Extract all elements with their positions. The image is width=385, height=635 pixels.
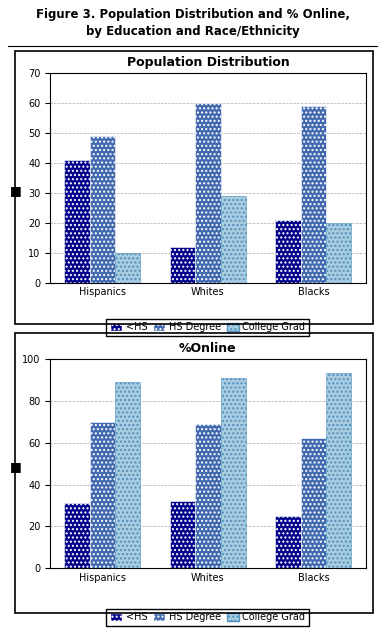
Bar bbox=[115, 382, 141, 568]
Text: ■: ■ bbox=[10, 184, 22, 197]
Bar bbox=[301, 106, 326, 283]
Text: ■: ■ bbox=[10, 460, 22, 473]
Bar bbox=[64, 504, 90, 568]
Legend: <HS, HS Degree, College Grad: <HS, HS Degree, College Grad bbox=[107, 319, 309, 337]
Bar bbox=[301, 438, 326, 568]
Bar bbox=[90, 136, 115, 283]
Bar bbox=[90, 422, 115, 568]
Bar bbox=[326, 223, 352, 283]
Title: %Online: %Online bbox=[179, 342, 237, 355]
Bar bbox=[64, 160, 90, 283]
Bar bbox=[170, 246, 195, 283]
Bar bbox=[195, 103, 221, 283]
Bar bbox=[221, 378, 246, 568]
Bar bbox=[115, 253, 141, 283]
Bar bbox=[170, 501, 195, 568]
Bar bbox=[275, 516, 301, 568]
Legend: <HS, HS Degree, College Grad: <HS, HS Degree, College Grad bbox=[107, 608, 309, 626]
Bar bbox=[221, 196, 246, 283]
Bar bbox=[326, 373, 352, 568]
Bar bbox=[275, 220, 301, 283]
Text: Figure 3. Population Distribution and % Online,
by Education and Race/Ethnicity: Figure 3. Population Distribution and % … bbox=[35, 8, 350, 37]
Title: Population Distribution: Population Distribution bbox=[127, 56, 289, 69]
Bar bbox=[195, 424, 221, 568]
